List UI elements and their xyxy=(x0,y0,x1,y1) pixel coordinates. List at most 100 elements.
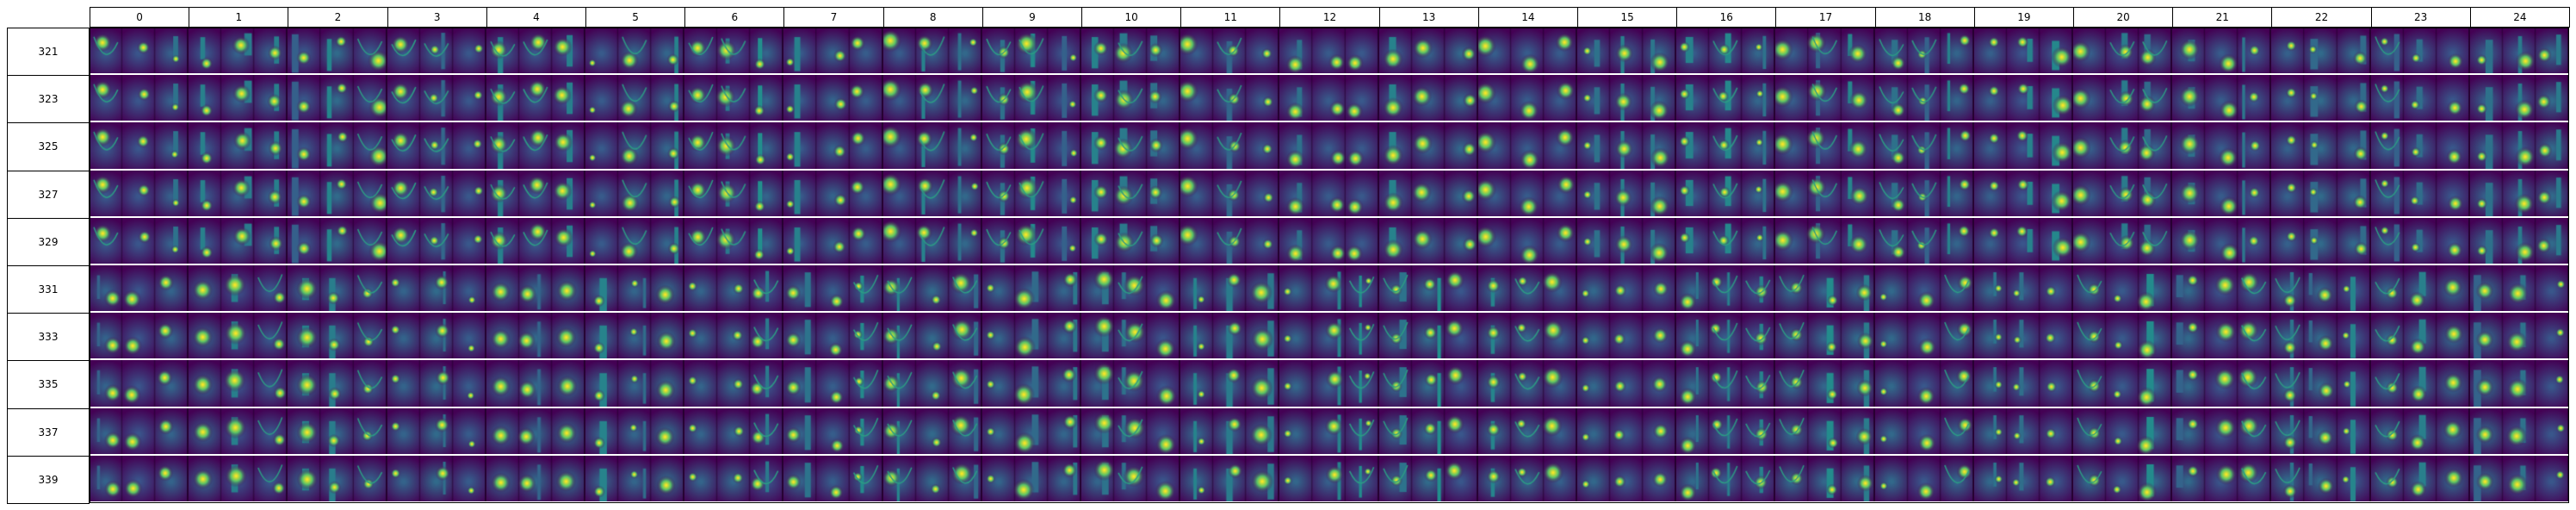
image-thumbnail xyxy=(1180,360,1280,407)
image-thumbnail xyxy=(1477,28,1577,74)
image-thumbnail xyxy=(1676,122,1776,169)
image-thumbnail xyxy=(387,265,486,312)
image-thumbnail xyxy=(387,28,486,74)
image-thumbnail xyxy=(1081,455,1181,501)
thumbnail-grid: 0 1 2 3 4 5 6 7 8 9 10 11 12 13 14 15 16 17 18 19 20 21 22 23 24… xyxy=(7,7,2570,504)
image-thumbnail xyxy=(882,28,982,74)
image-thumbnail xyxy=(2271,265,2371,312)
image-thumbnail xyxy=(1081,360,1181,407)
image-thumbnail xyxy=(981,407,1081,454)
column-header: 16 xyxy=(1676,7,1777,28)
row-header: 331 xyxy=(7,265,90,314)
image-thumbnail xyxy=(189,265,288,312)
image-thumbnail xyxy=(2073,455,2173,501)
image-thumbnail xyxy=(783,407,883,454)
image-thumbnail xyxy=(1775,75,1875,121)
image-thumbnail xyxy=(684,360,784,407)
image-thumbnail xyxy=(981,75,1081,121)
column-header: 12 xyxy=(1279,7,1380,28)
image-thumbnail xyxy=(288,455,387,501)
image-thumbnail xyxy=(387,313,486,359)
image-thumbnail xyxy=(90,28,189,74)
image-thumbnail xyxy=(1874,28,1974,74)
image-thumbnail xyxy=(1081,313,1181,359)
image-thumbnail xyxy=(2172,170,2272,216)
image-thumbnail xyxy=(981,360,1081,407)
image-thumbnail xyxy=(288,360,387,407)
column-header: 8 xyxy=(882,7,983,28)
column-header: 9 xyxy=(981,7,1082,28)
image-thumbnail xyxy=(288,217,387,264)
image-thumbnail xyxy=(1874,360,1974,407)
image-thumbnail xyxy=(684,407,784,454)
image-thumbnail xyxy=(1279,407,1379,454)
column-header: 4 xyxy=(486,7,586,28)
image-thumbnail xyxy=(189,122,288,169)
image-thumbnail xyxy=(1477,455,1577,501)
image-thumbnail xyxy=(1081,75,1181,121)
image-thumbnail xyxy=(1775,265,1875,312)
row-header: 321 xyxy=(7,28,90,77)
image-thumbnail xyxy=(981,455,1081,501)
image-thumbnail xyxy=(189,407,288,454)
image-thumbnail xyxy=(783,265,883,312)
image-thumbnail xyxy=(585,455,685,501)
image-thumbnail xyxy=(684,455,784,501)
image-thumbnail xyxy=(90,217,189,264)
image-thumbnail xyxy=(2469,28,2569,74)
image-thumbnail xyxy=(2370,265,2470,312)
image-thumbnail xyxy=(1775,407,1875,454)
image-thumbnail xyxy=(981,217,1081,264)
image-thumbnail xyxy=(1378,28,1478,74)
image-thumbnail xyxy=(1081,265,1181,312)
row-header: 333 xyxy=(7,313,90,362)
image-thumbnail xyxy=(882,455,982,501)
image-thumbnail xyxy=(1477,407,1577,454)
image-thumbnail xyxy=(783,313,883,359)
image-thumbnail xyxy=(1676,75,1776,121)
image-thumbnail xyxy=(486,360,585,407)
image-thumbnail xyxy=(2172,455,2272,501)
image-thumbnail xyxy=(1477,122,1577,169)
image-thumbnail xyxy=(90,122,189,169)
image-thumbnail xyxy=(585,360,685,407)
image-thumbnail xyxy=(783,455,883,501)
column-header: 21 xyxy=(2172,7,2273,28)
image-thumbnail xyxy=(2469,122,2569,169)
image-thumbnail xyxy=(2469,455,2569,501)
column-header: 3 xyxy=(387,7,487,28)
image-thumbnail xyxy=(882,407,982,454)
image-thumbnail xyxy=(684,28,784,74)
image-thumbnail xyxy=(486,122,585,169)
image-thumbnail xyxy=(783,170,883,216)
column-header: 6 xyxy=(684,7,785,28)
image-thumbnail xyxy=(288,75,387,121)
image-thumbnail xyxy=(387,360,486,407)
image-thumbnail xyxy=(882,217,982,264)
image-thumbnail xyxy=(1477,265,1577,312)
image-thumbnail xyxy=(2469,265,2569,312)
image-thumbnail xyxy=(1477,75,1577,121)
image-thumbnail xyxy=(1973,122,2073,169)
image-thumbnail xyxy=(288,122,387,169)
image-thumbnail xyxy=(1775,217,1875,264)
image-thumbnail xyxy=(2172,75,2272,121)
image-thumbnail xyxy=(1775,170,1875,216)
image-thumbnail xyxy=(1577,217,1677,264)
image-thumbnail xyxy=(2370,28,2470,74)
image-thumbnail xyxy=(2469,217,2569,264)
image-thumbnail xyxy=(684,265,784,312)
image-thumbnail xyxy=(1577,170,1677,216)
image-thumbnail xyxy=(1973,170,2073,216)
image-thumbnail xyxy=(288,170,387,216)
image-thumbnail xyxy=(1577,313,1677,359)
row-header: 337 xyxy=(7,407,90,457)
image-thumbnail xyxy=(2469,75,2569,121)
image-thumbnail xyxy=(1180,407,1280,454)
image-thumbnail xyxy=(288,265,387,312)
image-thumbnail xyxy=(1973,265,2073,312)
image-thumbnail xyxy=(1973,313,2073,359)
image-thumbnail xyxy=(783,75,883,121)
image-thumbnail xyxy=(2469,170,2569,216)
image-thumbnail xyxy=(684,170,784,216)
